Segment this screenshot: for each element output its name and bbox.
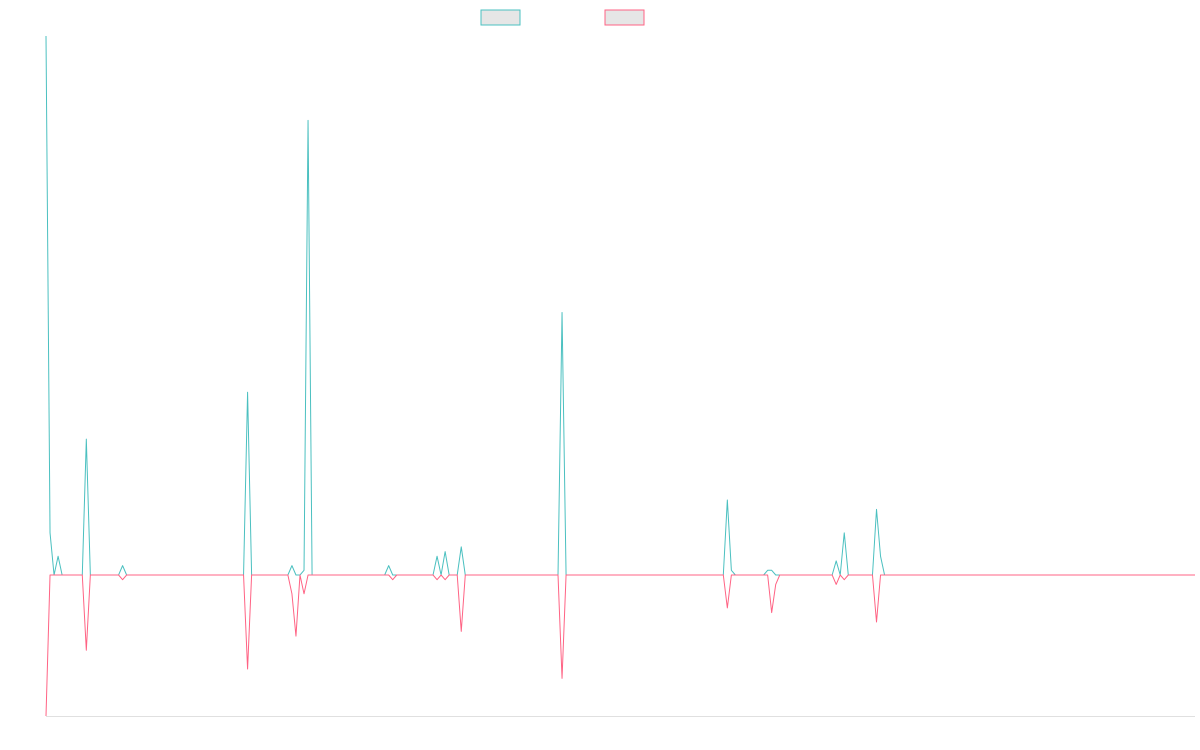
legend-swatch-1[interactable] bbox=[480, 9, 521, 26]
series-layer bbox=[45, 35, 1195, 717]
series-line-2 bbox=[45, 574, 1195, 717]
legend[interactable] bbox=[480, 9, 645, 26]
legend-swatch-2[interactable] bbox=[604, 9, 645, 26]
series-line-1 bbox=[45, 35, 1195, 576]
